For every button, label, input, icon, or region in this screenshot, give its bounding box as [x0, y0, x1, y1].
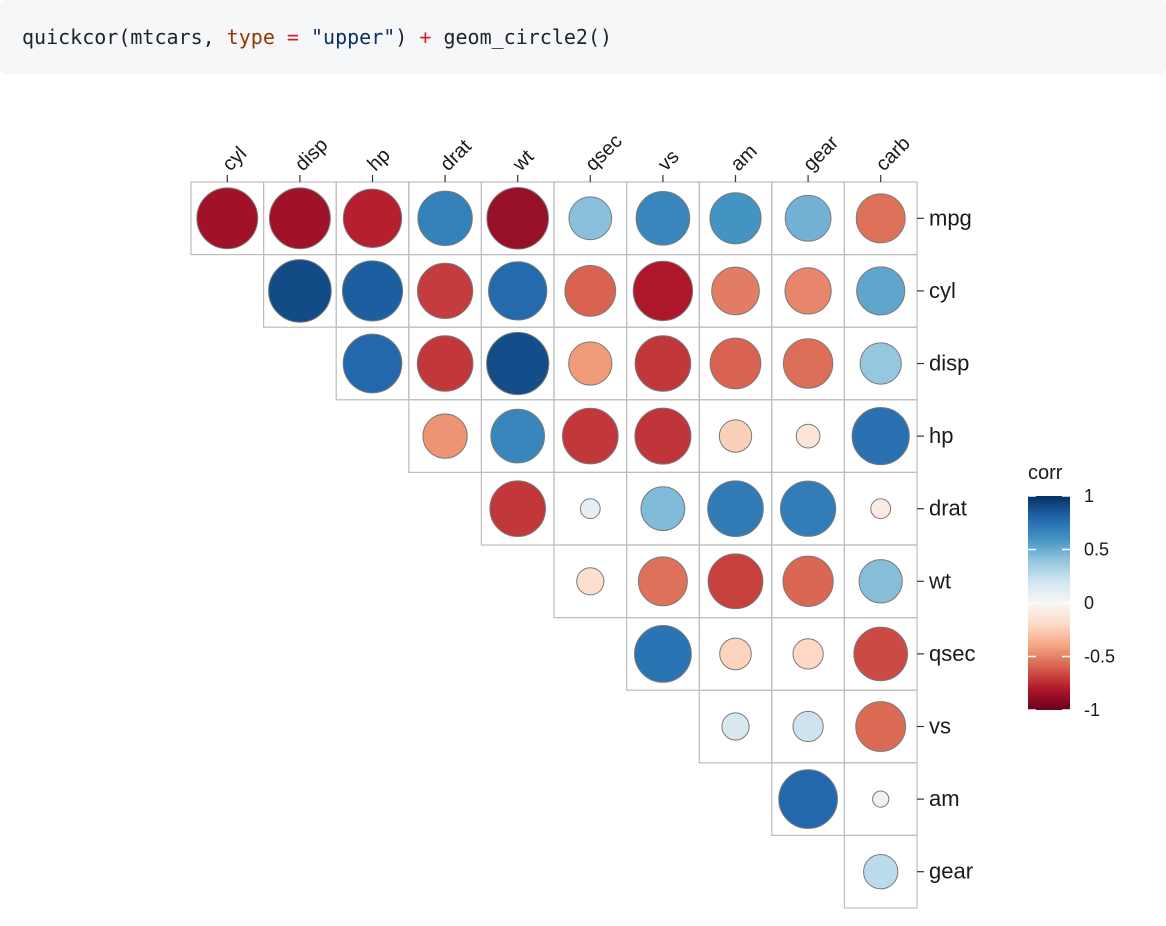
corr-circle-qsec-am [719, 637, 752, 671]
corr-circle-drat-carb [870, 498, 892, 520]
x-axis: cyl disp hp drat wt qsec vs am gear carb [218, 130, 915, 182]
legend-tick-label: 0.5 [1084, 540, 1109, 560]
corr-circle-cyl-qsec [564, 265, 617, 317]
y-tick-label-qsec: qsec [929, 641, 975, 666]
corr-circle-mpg-gear [784, 194, 832, 242]
corr-circle-vs-carb [855, 701, 907, 752]
x-tick-label-am: am [726, 140, 761, 175]
legend-tick-label: -0.5 [1084, 647, 1115, 667]
corr-circle-mpg-vs [635, 190, 691, 246]
corr-circle-gear-carb [863, 854, 899, 890]
corr-circle-disp-qsec [568, 341, 613, 386]
legend-tick-label: 1 [1084, 486, 1094, 506]
x-tick-label-wt: wt [508, 146, 539, 177]
code-block: quickcor(mtcars, type = "upper") + geom_… [0, 0, 1166, 74]
x-tick-label-hp: hp [363, 144, 394, 175]
corr-circle-drat-qsec [579, 498, 601, 520]
corr-circle-wt-vs [637, 556, 688, 607]
corr-circle-mpg-qsec [568, 196, 613, 241]
corr-circle-cyl-wt [488, 261, 548, 321]
code-argument: type [226, 25, 275, 49]
corr-circle-disp-am [709, 337, 762, 390]
y-tick-label-mpg: mpg [929, 205, 972, 230]
corr-circle-mpg-hp [342, 188, 403, 248]
code-string: "upper" [311, 25, 396, 49]
corr-circle-disp-carb [859, 342, 902, 385]
corr-circle-am-carb [872, 790, 890, 808]
x-tick-label-disp: disp [291, 134, 333, 176]
y-tick-label-vs: vs [929, 714, 951, 739]
x-tick-label-carb: carb [872, 132, 915, 175]
corr-circle-wt-carb [858, 559, 903, 604]
corr-circle-wt-qsec [576, 567, 605, 596]
legend-tick-label: -1 [1084, 700, 1100, 720]
corr-circle-hp-wt [490, 408, 546, 464]
code-function: quickcor(mtcars, [22, 25, 227, 49]
code-close-paren: ) [395, 25, 420, 49]
code-equals: = [274, 25, 311, 49]
corr-circle-hp-gear [795, 423, 821, 449]
x-tick-label-cyl: cyl [218, 143, 251, 176]
corr-circle-drat-am [707, 480, 764, 538]
y-tick-label-disp: disp [929, 351, 969, 376]
corr-circle-disp-hp [342, 333, 403, 394]
corr-circle-am-gear [778, 769, 838, 829]
corr-circle-drat-wt [489, 480, 547, 538]
corr-circle-drat-gear [779, 480, 837, 537]
corr-circle-cyl-drat [416, 262, 474, 320]
corr-circle-qsec-carb [853, 626, 909, 682]
corr-circle-cyl-gear [784, 267, 832, 315]
corr-circle-wt-am [707, 553, 764, 610]
code-geom-call: geom_circle2() [431, 25, 613, 49]
x-tick-label-qsec: qsec [581, 130, 626, 175]
corr-circle-cyl-disp [268, 259, 332, 323]
code-plus-operator: + [419, 25, 432, 49]
corr-circle-mpg-am [709, 192, 762, 245]
corr-circle-mpg-wt [486, 187, 549, 250]
y-tick-label-drat: drat [929, 496, 967, 521]
y-tick-label-wt: wt [928, 568, 951, 593]
corr-circle-cyl-hp [341, 260, 404, 322]
y-tick-label-am: am [929, 786, 960, 811]
corr-circle-vs-gear [792, 710, 824, 743]
y-tick-label-hp: hp [929, 423, 953, 448]
legend-tick-label: 0 [1084, 593, 1094, 613]
corr-circle-qsec-vs [634, 625, 692, 683]
corr-circle-cyl-carb [856, 266, 906, 316]
corr-circle-hp-am [718, 419, 753, 453]
x-tick-label-drat: drat [436, 135, 476, 175]
legend-title: corr [1028, 462, 1063, 484]
corr-circle-disp-drat [416, 335, 474, 392]
corr-circle-disp-vs [634, 335, 692, 392]
y-tick-label-cyl: cyl [929, 278, 956, 303]
corr-circle-wt-gear [782, 555, 834, 607]
correlation-plot: cyl disp hp drat wt qsec vs am gear carb mpgcyldi… [190, 130, 1115, 909]
corr-circle-hp-qsec [561, 407, 619, 465]
corr-circle-hp-carb [851, 407, 910, 466]
corr-circle-mpg-cyl [196, 187, 259, 250]
corr-circle-disp-wt [486, 331, 550, 396]
corr-circle-vs-am [721, 712, 750, 741]
circle-marks [196, 187, 910, 890]
x-tick-label-vs: vs [654, 146, 684, 176]
corr-circle-hp-vs [634, 407, 692, 465]
corr-circle-hp-drat [422, 413, 468, 459]
corr-circle-drat-vs [640, 486, 686, 532]
corr-circle-qsec-gear [792, 638, 824, 670]
x-tick-label-gear: gear [799, 131, 843, 175]
corr-circle-cyl-am [711, 266, 760, 316]
corr-circle-cyl-vs [632, 260, 694, 322]
corr-circle-mpg-disp [268, 187, 331, 250]
corr-circle-disp-gear [782, 338, 834, 389]
corr-circle-mpg-drat [417, 190, 473, 247]
y-axis: mpg cyl disp hp drat wt qsec vs am gear [917, 205, 975, 884]
legend: corr 1 0.5 0 -0.5 -1 [1028, 462, 1115, 720]
y-tick-label-gear: gear [929, 859, 973, 884]
corr-circle-mpg-carb [855, 193, 906, 244]
